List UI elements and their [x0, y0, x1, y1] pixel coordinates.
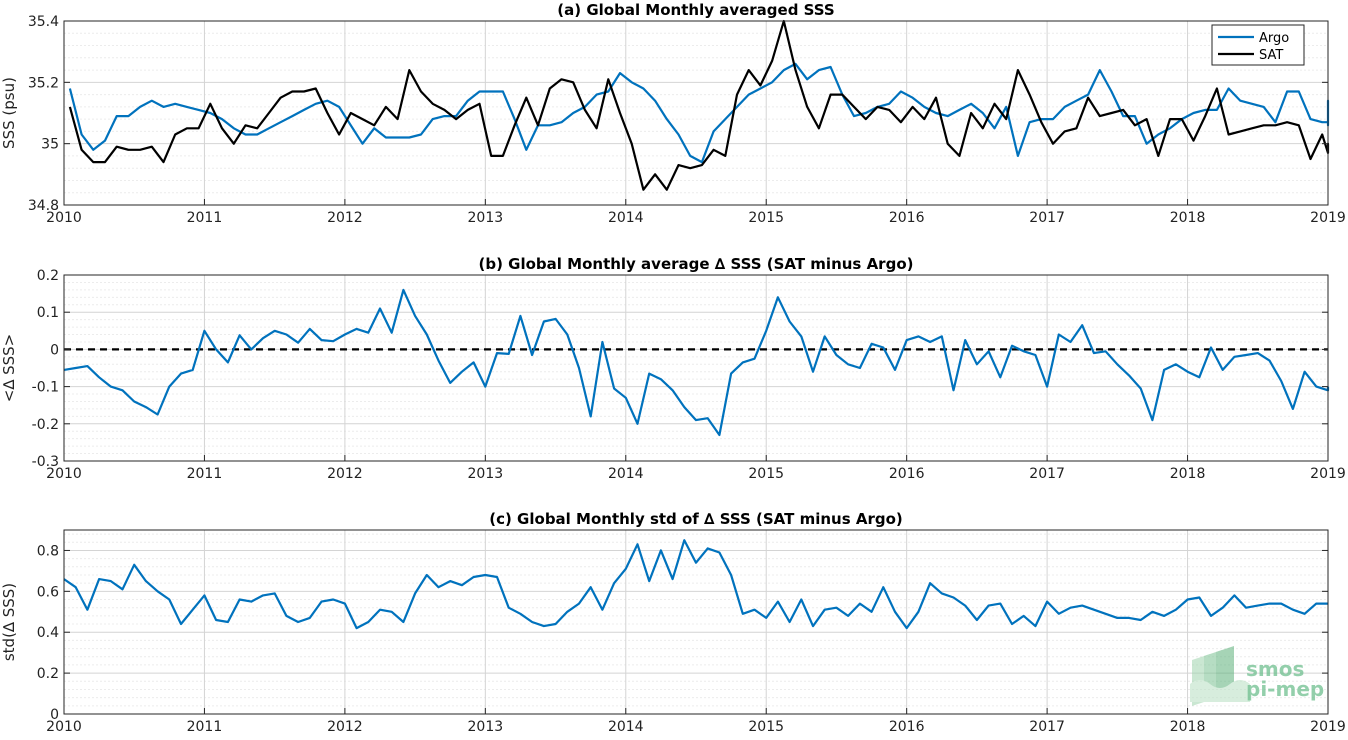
x-tick-label: 2014 [608, 466, 644, 482]
x-tick-label: 2011 [187, 210, 223, 226]
chart-title: (b) Global Monthly average ∆ SSS (SAT mi… [479, 255, 914, 273]
x-tick-label: 2017 [1029, 466, 1065, 482]
x-tick-label: 2010 [46, 466, 82, 482]
logo-mark-icon [1190, 646, 1250, 706]
y-tick-label: 34.8 [28, 198, 59, 214]
y-axis-label: SSS (psu) [0, 77, 18, 149]
y-tick-label: 0.1 [37, 305, 59, 321]
axes-box [63, 20, 1329, 206]
logo-line2: pi-mep [1246, 677, 1324, 701]
legend: Argo SAT [1211, 24, 1305, 66]
series-line-sat [68, 19, 1330, 191]
x-tick-label: 2015 [748, 210, 784, 226]
y-axis-label: std(∆ SSS) [0, 583, 18, 661]
y-tick-label: 0 [50, 342, 59, 358]
y-tick-label: 0 [50, 707, 59, 723]
plot-area [64, 530, 1328, 714]
legend-entry-label: Argo [1259, 31, 1289, 46]
y-tick-label: 0.2 [37, 268, 59, 284]
panel-b: -0.3 -0.2 -0.1 0 0.1 0.2 2010 2011 2012 2013 2014 2… [0, 255, 1346, 482]
panel-a: 34.8 35 35.2 35.4 2010 2011 2012 2013 2014 2015 20… [0, 1, 1346, 226]
plot-area [64, 275, 1328, 461]
x-tick-label: 2012 [327, 466, 363, 482]
x-tick-label: 2016 [889, 719, 925, 735]
x-tick-label: 2012 [327, 210, 363, 226]
x-tick-label: 2019 [1310, 719, 1346, 735]
x-tick-label: 2017 [1029, 719, 1065, 735]
chart-title: (a) Global Monthly averaged SSS [557, 1, 834, 19]
x-tick-label: 2010 [46, 719, 82, 735]
series-line-delta-1 [63, 288, 1330, 437]
x-tick-label: 2013 [468, 466, 504, 482]
y-tick-label: -0.3 [32, 454, 59, 470]
y-tick-label: 35 [41, 137, 59, 153]
x-tick-label: 2015 [748, 466, 784, 482]
x-tick-label: 2012 [327, 719, 363, 735]
y-tick-label: 0.8 [37, 543, 59, 559]
x-tick-label: 2017 [1029, 210, 1065, 226]
x-tick-label: 2019 [1310, 210, 1346, 226]
y-tick-label: 35.2 [28, 75, 59, 91]
x-tick-label: 2015 [748, 719, 784, 735]
x-tick-label: 2016 [889, 466, 925, 482]
x-tick-label: 2014 [608, 719, 644, 735]
legend-box [1211, 24, 1305, 66]
x-tick-label: 2014 [608, 210, 644, 226]
panel-c: 0 0.2 0.4 0.6 0.8 2010 2011 2012 2013 2014 2015 201… [0, 510, 1346, 735]
chart-title: (c) Global Monthly std of ∆ SSS (SAT min… [489, 510, 903, 528]
legend-entry-label: SAT [1259, 48, 1283, 63]
smos-pi-mep-logo: smos pi-mep [1190, 646, 1324, 706]
series-line-delta-2 [63, 539, 1328, 630]
x-tick-label: 2013 [468, 719, 504, 735]
x-tick-label: 2018 [1170, 210, 1206, 226]
x-tick-label: 2018 [1170, 719, 1206, 735]
y-tick-label: 35.4 [28, 14, 59, 30]
x-tick-label: 2018 [1170, 466, 1206, 482]
x-tick-label: 2010 [46, 210, 82, 226]
y-axis-label: <∆ SSS> [0, 334, 18, 403]
plot-area [64, 21, 1328, 205]
x-tick-label: 2016 [889, 210, 925, 226]
axes-box [63, 529, 1329, 715]
x-tick-label: 2013 [468, 210, 504, 226]
series-line-argo [68, 62, 1330, 164]
y-tick-label: -0.2 [32, 417, 59, 433]
x-tick-label: 2011 [187, 466, 223, 482]
y-tick-label: 0.2 [37, 666, 59, 682]
x-tick-label: 2011 [187, 719, 223, 735]
axes-box [63, 274, 1329, 462]
y-tick-label: -0.1 [32, 380, 59, 396]
logo-line1: smos [1246, 657, 1304, 681]
y-tick-label: 0.4 [37, 625, 59, 641]
y-tick-label: 0.6 [37, 584, 59, 600]
x-tick-label: 2019 [1310, 466, 1346, 482]
